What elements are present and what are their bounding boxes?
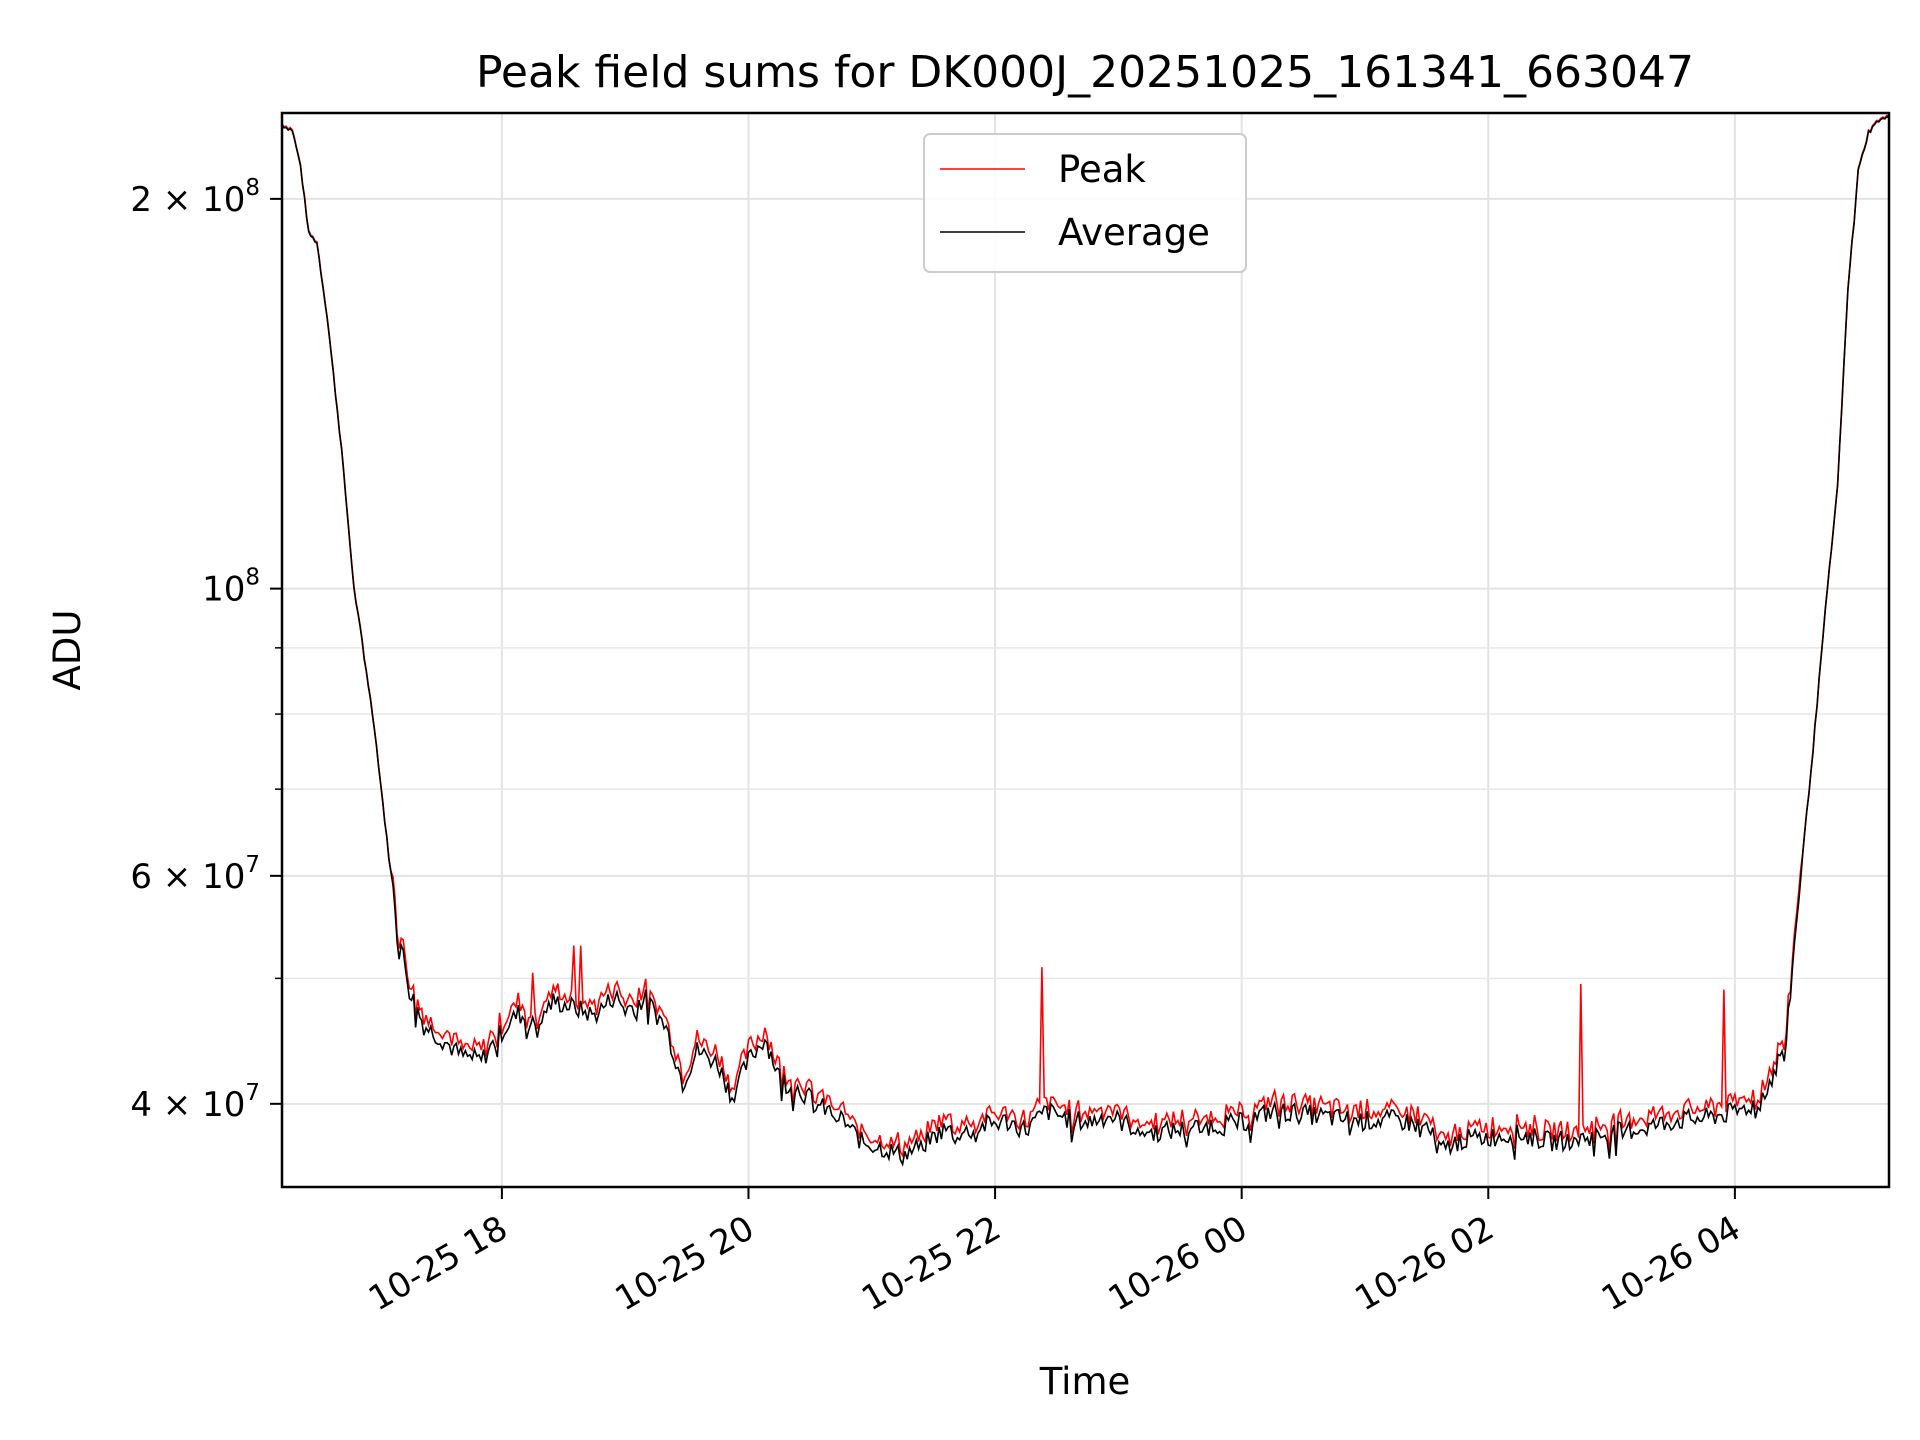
- average-series-line: [281, 115, 1890, 1167]
- legend: Peak Average: [923, 133, 1247, 273]
- y-axis-label: ADU: [46, 610, 89, 691]
- grid-lines: [282, 113, 1889, 1187]
- series-lines: [281, 114, 1890, 1167]
- legend-average-label: Average: [1058, 211, 1210, 254]
- chart-title: Peak field sums for DK000J_20251025_1613…: [476, 47, 1694, 98]
- x-tick-label: 10-25 20: [609, 1208, 761, 1319]
- plot-frame: [280, 111, 1891, 1189]
- peak-series-line: [281, 114, 1890, 1158]
- x-axis-ticks: 10-25 18 10-25 20 10-25 22 10-26 00 10-26 02…: [362, 1187, 1747, 1319]
- x-tick-label: 10-25 22: [855, 1208, 1007, 1319]
- legend-peak-label: Peak: [1058, 148, 1146, 191]
- x-tick-label: 10-26 00: [1102, 1208, 1254, 1319]
- x-tick-label: 10-26 04: [1595, 1208, 1747, 1319]
- x-tick-label: 10-26 02: [1348, 1208, 1500, 1319]
- x-tick-label: 10-25 18: [362, 1208, 514, 1319]
- y-tick-label: 4 × 107: [130, 1080, 260, 1125]
- y-tick-label: 108: [202, 565, 260, 610]
- x-axis-label: Time: [1039, 1360, 1131, 1403]
- y-tick-label: 6 × 107: [130, 852, 260, 897]
- y-axis-ticks: 4 × 107 6 × 107 108 2 × 108: [130, 175, 282, 1125]
- y-tick-label: 2 × 108: [130, 175, 260, 220]
